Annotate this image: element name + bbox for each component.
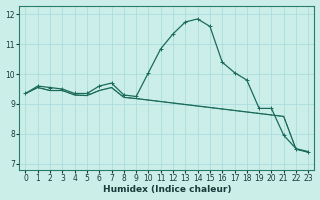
X-axis label: Humidex (Indice chaleur): Humidex (Indice chaleur) — [103, 185, 231, 194]
